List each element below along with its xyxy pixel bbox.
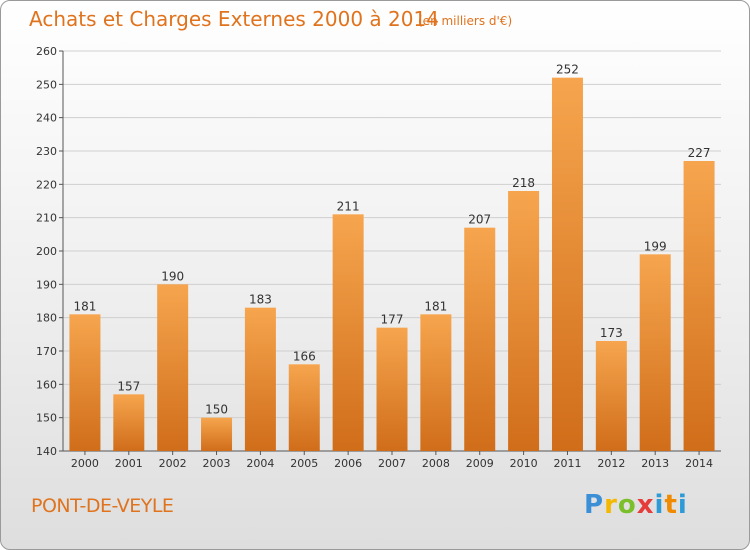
- y-tick-label: 240: [36, 112, 57, 125]
- bar-2006: [332, 214, 364, 451]
- x-tick-label: 2008: [422, 457, 450, 470]
- logo-letter: i: [677, 490, 688, 520]
- y-tick-label: 220: [36, 178, 57, 191]
- y-tick-label: 200: [36, 245, 57, 258]
- data-label: 181: [73, 299, 96, 313]
- y-tick-label: 180: [36, 312, 57, 325]
- bar-2000: [69, 314, 101, 451]
- data-label: 166: [293, 349, 316, 363]
- x-tick-label: 2010: [510, 457, 538, 470]
- logo-letter: t: [664, 490, 678, 520]
- bar-2007: [376, 327, 408, 451]
- x-tick-label: 2000: [71, 457, 99, 470]
- bar-2009: [464, 227, 496, 451]
- data-label: 181: [424, 299, 447, 313]
- x-tick-label: 2003: [203, 457, 231, 470]
- bar-2012: [595, 341, 627, 451]
- place-name: PONT-DE-VEYLE: [31, 495, 174, 517]
- bar-2010: [508, 191, 540, 451]
- x-tick-label: 2004: [246, 457, 274, 470]
- y-tick-label: 190: [36, 278, 57, 291]
- x-tick-label: 2013: [641, 457, 669, 470]
- logo-letter: i: [654, 490, 665, 520]
- y-tick-label: 140: [36, 445, 57, 458]
- data-label: 211: [337, 199, 360, 213]
- bar-2011: [551, 77, 583, 452]
- bar-2008: [420, 314, 452, 451]
- bar-2005: [288, 364, 320, 451]
- bars: 181 157 190 150 183 166 211 177 181 207 218 252 173 1…: [69, 63, 715, 452]
- x-tick-label: 2001: [115, 457, 143, 470]
- y-tick-label: 210: [36, 212, 57, 225]
- bar-2002: [157, 284, 189, 451]
- data-label: 199: [644, 239, 667, 253]
- logo-letter: x: [636, 490, 655, 520]
- x-tick-label: 2005: [290, 457, 318, 470]
- x-tick-labels: 2000 2001 2002 2003 2004 2005 2006 2007 2008 2009…: [71, 451, 713, 470]
- bar-2003: [201, 417, 233, 451]
- x-tick-label: 2006: [334, 457, 362, 470]
- y-tick-labels: 140 150 160 170 180 190 200 210 220 230 240 250 260: [36, 45, 57, 458]
- y-tick-label: 150: [36, 412, 57, 425]
- logo-letter: r: [604, 490, 618, 520]
- data-label: 157: [117, 379, 140, 393]
- x-tick-label: 2014: [685, 457, 713, 470]
- chart-title: Achats et Charges Externes 2000 à 2014: [29, 7, 439, 31]
- data-label: 150: [205, 403, 228, 417]
- x-tick-label: 2009: [466, 457, 494, 470]
- logo-letter: o: [617, 490, 637, 520]
- logo-letter: P: [584, 490, 605, 520]
- bar-2014: [683, 161, 715, 451]
- data-label: 190: [161, 269, 184, 283]
- bar-2001: [113, 394, 145, 451]
- y-tick-label: 250: [36, 78, 57, 91]
- x-tick-label: 2011: [553, 457, 581, 470]
- data-label: 183: [249, 293, 272, 307]
- proxiti-logo: Proxiti: [584, 490, 688, 520]
- data-label: 177: [381, 313, 404, 327]
- bar-2004: [244, 307, 276, 451]
- y-tick-label: 260: [36, 45, 57, 58]
- x-tick-label: 2002: [159, 457, 187, 470]
- x-tick-label: 2012: [597, 457, 625, 470]
- data-label: 173: [600, 326, 623, 340]
- y-tick-label: 170: [36, 345, 57, 358]
- data-label: 218: [512, 176, 535, 190]
- unit-label: (en milliers d'€): [418, 14, 513, 28]
- bar-2013: [639, 254, 671, 451]
- data-label: 207: [468, 213, 491, 227]
- y-tick-label: 230: [36, 145, 57, 158]
- data-label: 252: [556, 63, 579, 77]
- y-tick-label: 160: [36, 378, 57, 391]
- x-tick-label: 2007: [378, 457, 406, 470]
- data-label: 227: [688, 146, 711, 160]
